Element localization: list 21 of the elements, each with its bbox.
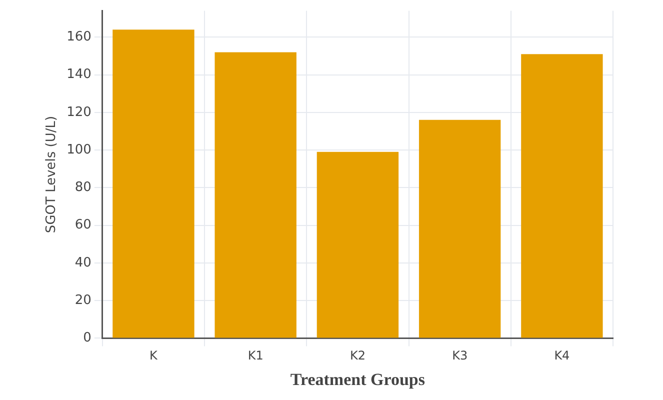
bar bbox=[316, 152, 399, 338]
y-tick-label: 140 bbox=[66, 67, 92, 82]
x-tick-label: K bbox=[150, 348, 159, 363]
bar bbox=[521, 54, 603, 338]
x-tick-label: K3 bbox=[452, 348, 468, 363]
y-tick-label: 120 bbox=[66, 104, 92, 120]
y-axis-title: SGOT Levels (U/L) bbox=[44, 116, 60, 234]
x-tick-label: K4 bbox=[554, 348, 570, 363]
y-tick-label: 100 bbox=[66, 142, 92, 158]
y-tick-label: 60 bbox=[74, 218, 92, 233]
bar bbox=[418, 120, 501, 338]
x-tick-label: K2 bbox=[350, 348, 366, 363]
y-tick-label: 160 bbox=[66, 30, 92, 45]
x-axis-title: Treatment Groups bbox=[290, 370, 426, 390]
y-tick-label: 0 bbox=[83, 330, 92, 346]
bar bbox=[112, 30, 194, 338]
y-tick-label: 80 bbox=[74, 180, 92, 196]
y-tick-label: 40 bbox=[74, 255, 92, 270]
x-tick-label: K1 bbox=[248, 348, 264, 363]
y-tick-label: 20 bbox=[74, 292, 92, 308]
bar bbox=[214, 52, 296, 338]
